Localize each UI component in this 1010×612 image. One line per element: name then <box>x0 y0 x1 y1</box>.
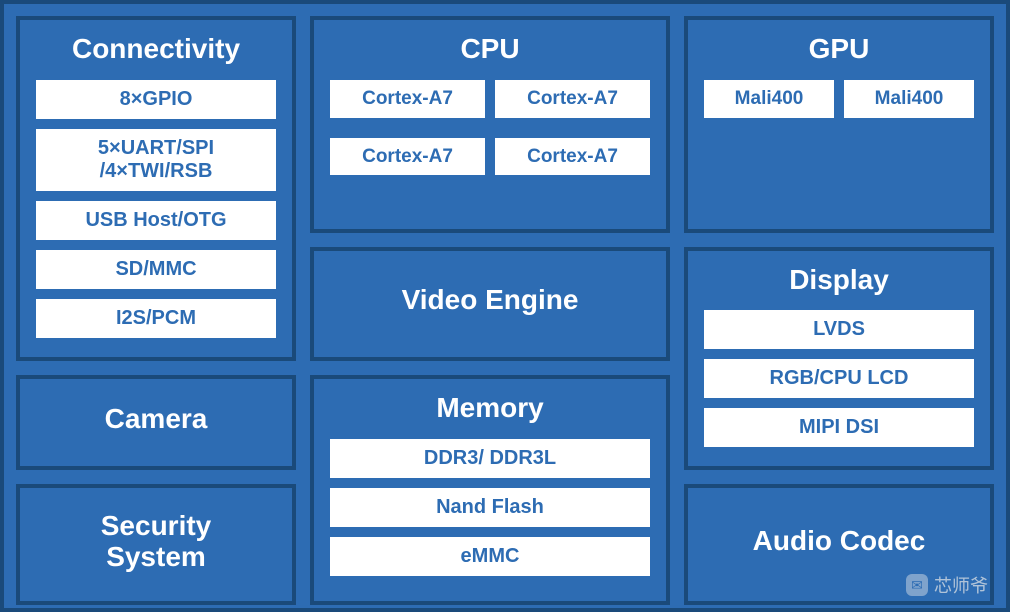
memory-item: Nand Flash <box>330 488 650 527</box>
block-title-gpu: GPU <box>809 34 870 65</box>
cpu-core-grid: Cortex-A7 Cortex-A7 Cortex-A7 Cortex-A7 <box>330 75 650 181</box>
block-security-system: Security System <box>16 484 296 604</box>
gpu-core: Mali400 <box>844 80 974 118</box>
gpu-core-grid: Mali400 Mali400 <box>704 75 974 123</box>
cpu-core: Cortex-A7 <box>495 138 650 176</box>
block-title-display: Display <box>789 265 889 296</box>
block-audio-codec: Audio Codec <box>684 484 994 604</box>
memory-item: DDR3/ DDR3L <box>330 439 650 478</box>
block-title-connectivity: Connectivity <box>72 34 240 65</box>
block-video-engine: Video Engine <box>310 247 670 362</box>
block-title-video: Video Engine <box>402 285 579 316</box>
display-item: RGB/CPU LCD <box>704 359 974 398</box>
connectivity-item: 8×GPIO <box>36 80 276 119</box>
cpu-core: Cortex-A7 <box>495 80 650 118</box>
cpu-core: Cortex-A7 <box>330 80 485 118</box>
block-camera: Camera <box>16 375 296 470</box>
block-gpu: GPU Mali400 Mali400 <box>684 16 994 233</box>
block-title-cpu: CPU <box>460 34 519 65</box>
connectivity-item: SD/MMC <box>36 250 276 289</box>
block-cpu: CPU Cortex-A7 Cortex-A7 Cortex-A7 Cortex… <box>310 16 670 233</box>
block-display: Display LVDS RGB/CPU LCD MIPI DSI <box>684 247 994 471</box>
block-title-audio: Audio Codec <box>753 526 926 557</box>
block-title-camera: Camera <box>105 404 208 435</box>
block-memory: Memory DDR3/ DDR3L Nand Flash eMMC <box>310 375 670 605</box>
memory-item: eMMC <box>330 537 650 576</box>
soc-block-diagram: Connectivity 8×GPIO 5×UART/SPI /4×TWI/RS… <box>0 0 1010 612</box>
block-connectivity: Connectivity 8×GPIO 5×UART/SPI /4×TWI/RS… <box>16 16 296 361</box>
gpu-core: Mali400 <box>704 80 834 118</box>
block-title-security: Security System <box>101 511 212 573</box>
connectivity-item: 5×UART/SPI /4×TWI/RSB <box>36 129 276 191</box>
connectivity-item: I2S/PCM <box>36 299 276 338</box>
cpu-core: Cortex-A7 <box>330 138 485 176</box>
connectivity-item: USB Host/OTG <box>36 201 276 240</box>
block-title-memory: Memory <box>436 393 543 424</box>
display-item: LVDS <box>704 310 974 349</box>
display-item: MIPI DSI <box>704 408 974 447</box>
